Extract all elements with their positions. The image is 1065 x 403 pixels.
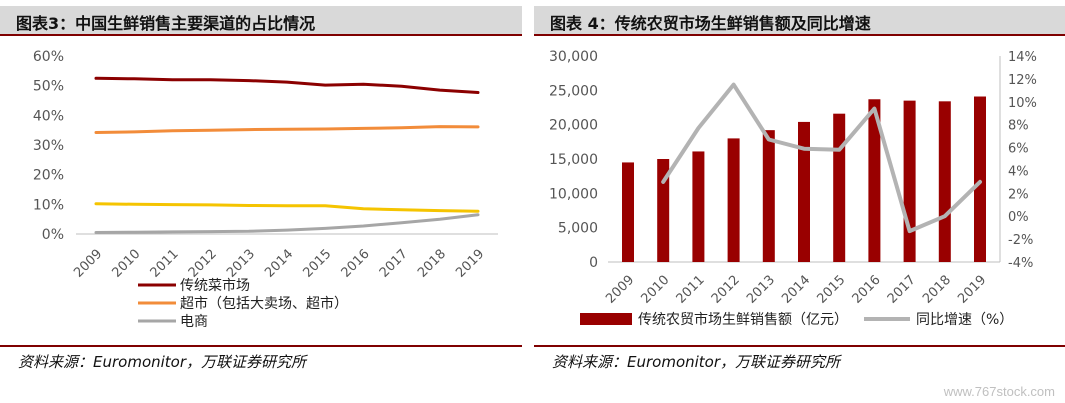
bar <box>868 99 881 262</box>
left-chart-title: 图表3：中国生鲜销售主要渠道的占比情况 <box>16 14 316 33</box>
x-tick-label: 2017 <box>885 273 919 307</box>
x-tick-label: 2010 <box>638 273 672 307</box>
y-right-tick-label: 8% <box>1008 119 1029 134</box>
x-tick-label: 2018 <box>415 247 449 281</box>
y-right-tick-label: 0% <box>1008 210 1029 225</box>
x-tick-label: 2017 <box>377 247 411 281</box>
right-title-bar: 图表 4：传统农贸市场生鲜销售额及同比增速 <box>534 6 1065 36</box>
y-tick-label: 20% <box>33 168 64 184</box>
y-right-tick-label: 4% <box>1008 164 1029 179</box>
y-right-tick-label: 2% <box>1008 187 1029 202</box>
y-tick-label: 40% <box>33 108 64 124</box>
left-chart-panel: 图表3：中国生鲜销售主要渠道的占比情况 0% 10% 20% 30% 40% 50% 60%… <box>0 0 522 403</box>
series-line <box>94 125 480 134</box>
site-watermark: www.767stock.com <box>943 384 1055 399</box>
series-line <box>94 202 480 213</box>
legend-label: 电商 <box>180 314 208 330</box>
bar <box>903 100 916 262</box>
x-tick-label: 2015 <box>300 247 334 281</box>
x-tick-label: 2019 <box>955 273 989 307</box>
y-right-tick-label: 6% <box>1008 142 1029 157</box>
x-tick-label: 2019 <box>453 247 487 281</box>
bar <box>622 162 634 262</box>
x-tick-label: 2010 <box>109 247 143 281</box>
x-tick-label: 2018 <box>920 273 954 307</box>
x-tick-label: 2015 <box>814 273 848 307</box>
y-tick-label: 60% <box>33 49 64 65</box>
bar <box>974 96 986 262</box>
left-source-text: 资料来源：Euromonitor，万联证券研究所 <box>18 353 307 371</box>
y-left-tick-label: 15,000 <box>549 152 598 168</box>
x-tick-label: 2009 <box>71 247 105 281</box>
y-right-tick-label: 10% <box>1008 96 1037 111</box>
legend-label: 超市（包括大卖场、超市） <box>180 295 348 312</box>
y-tick-label: 30% <box>33 138 64 154</box>
x-tick-label: 2013 <box>224 247 258 281</box>
left-source-divider <box>0 345 522 347</box>
bar <box>692 151 705 262</box>
x-tick-label: 2011 <box>674 273 708 307</box>
right-source-divider <box>534 345 1065 347</box>
bar <box>798 121 810 262</box>
y-tick-label: 50% <box>33 79 64 95</box>
growth-line <box>661 82 982 234</box>
x-tick-label: 2016 <box>339 247 373 281</box>
x-tick-label: 2011 <box>148 247 182 281</box>
series-line <box>94 76 480 94</box>
y-right-tick-label: 12% <box>1008 73 1037 88</box>
bar <box>762 130 775 262</box>
x-tick-label: 2009 <box>603 273 637 307</box>
legend-label: 同比增速（%） <box>916 312 1013 328</box>
x-tick-label: 2014 <box>779 273 813 307</box>
x-tick-label: 2013 <box>744 273 778 307</box>
x-tick-label: 2014 <box>262 247 296 281</box>
legend-label: 传统农贸市场生鲜销售额（亿元） <box>638 311 848 328</box>
legend-label: 传统菜市场 <box>180 277 250 294</box>
y-right-tick-label: -4% <box>1008 256 1033 271</box>
y-tick-label: 10% <box>33 197 64 213</box>
y-left-tick-label: 0 <box>589 255 598 271</box>
bar <box>833 113 846 263</box>
y-right-tick-label: -2% <box>1008 233 1033 248</box>
y-left-tick-label: 10,000 <box>549 186 598 202</box>
series-line <box>94 213 480 234</box>
x-tick-label: 2012 <box>186 247 220 281</box>
x-tick-label: 2016 <box>850 273 884 307</box>
y-left-tick-label: 20,000 <box>549 118 598 134</box>
bar <box>938 101 951 262</box>
left-title-bar: 图表3：中国生鲜销售主要渠道的占比情况 <box>0 6 522 36</box>
left-line-chart: 0% 10% 20% 30% 40% 50% 60% 2009 2010 2011 2012 2013… <box>33 49 498 330</box>
y-left-tick-label: 25,000 <box>549 83 598 99</box>
bar <box>727 138 740 262</box>
right-source-text: 资料来源：Euromonitor，万联证券研究所 <box>552 353 841 371</box>
y-left-tick-label: 5,000 <box>558 221 598 237</box>
right-chart-title: 图表 4：传统农贸市场生鲜销售额及同比增速 <box>550 14 871 33</box>
y-tick-label: 0% <box>42 227 64 243</box>
y-right-tick-label: 14% <box>1008 50 1037 65</box>
bar <box>657 159 670 262</box>
right-chart-panel: 图表 4：传统农贸市场生鲜销售额及同比增速 0 5,000 10,000 15,000… <box>534 0 1065 403</box>
right-combo-chart: 0 5,000 10,000 15,000 20,000 25,000 30,000 -4% -… <box>549 49 1037 328</box>
x-tick-label: 2012 <box>709 273 743 307</box>
legend-bar-swatch <box>580 313 632 325</box>
y-left-tick-label: 30,000 <box>549 49 598 65</box>
